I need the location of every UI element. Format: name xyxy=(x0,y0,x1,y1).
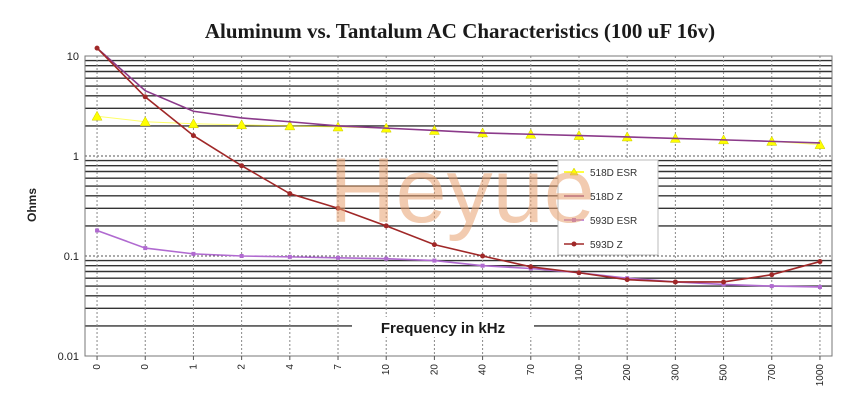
x-tick-label: 700 xyxy=(767,364,778,381)
data-point xyxy=(721,279,727,285)
data-point xyxy=(528,264,534,270)
legend: 518D ESR 518D Z 593D ESR 593D Z xyxy=(557,159,659,256)
data-point xyxy=(287,191,293,197)
x-tick-label: 4 xyxy=(285,364,296,370)
x-tick-label: 500 xyxy=(719,364,730,381)
data-point xyxy=(143,246,148,251)
y-tick-label: 0.1 xyxy=(64,251,79,263)
y-tick-label: 0.01 xyxy=(58,351,79,363)
y-axis: 10 1 0.1 0.01 xyxy=(58,51,79,363)
data-point xyxy=(480,253,486,259)
plot-area xyxy=(84,55,833,357)
legend-swatch-marker xyxy=(572,218,576,222)
data-point xyxy=(188,118,199,129)
series-line xyxy=(96,47,820,144)
data-point xyxy=(95,228,100,233)
x-axis-label-group: Frequency in kHz xyxy=(352,317,534,337)
legend-entry-label: 593D ESR xyxy=(590,216,637,227)
series-3 xyxy=(94,45,823,285)
chart-title: Aluminum vs. Tantalum AC Characteristics… xyxy=(205,19,715,43)
x-tick-label: 100 xyxy=(574,364,585,381)
legend-entry-label: 593D Z xyxy=(590,240,623,251)
x-tick-label: 1000 xyxy=(815,364,826,387)
y-tick-label: 1 xyxy=(73,151,79,163)
data-point xyxy=(284,120,296,131)
data-point xyxy=(191,251,196,256)
data-point xyxy=(384,256,389,261)
x-tick-label: 200 xyxy=(622,364,633,381)
y-axis-label: Ohms xyxy=(25,188,39,222)
data-point xyxy=(335,205,341,211)
legend-swatch-marker xyxy=(571,241,577,247)
data-point xyxy=(236,119,248,130)
data-point xyxy=(817,259,823,265)
data-point xyxy=(91,110,103,121)
data-point xyxy=(814,139,826,149)
data-point xyxy=(576,270,582,276)
data-point xyxy=(336,255,341,260)
x-tick-label: 40 xyxy=(478,364,489,376)
data-point xyxy=(239,254,244,258)
data-point xyxy=(431,242,437,248)
data-point xyxy=(383,223,389,229)
x-tick-label: 2 xyxy=(237,364,248,370)
data-point xyxy=(624,277,630,283)
data-point xyxy=(769,272,775,278)
data-point xyxy=(817,284,822,289)
series-line xyxy=(96,229,820,288)
data-point xyxy=(287,254,292,259)
data-point xyxy=(769,284,774,289)
legend-entry-label: 518D ESR xyxy=(590,168,637,179)
x-tick-label: 20 xyxy=(429,364,440,376)
data-point xyxy=(480,263,485,268)
x-tick-label: 0 xyxy=(140,364,151,370)
legend-entry-label: 518D Z xyxy=(590,192,623,203)
x-tick-label: 300 xyxy=(670,364,681,381)
x-tick-label: 1 xyxy=(188,364,199,370)
x-axis-label-background xyxy=(352,317,534,337)
data-point xyxy=(94,45,100,51)
series-line xyxy=(96,47,821,283)
data-point xyxy=(190,133,196,139)
data-point xyxy=(432,258,437,263)
data-point xyxy=(672,279,678,285)
data-point xyxy=(239,163,245,169)
data-point xyxy=(142,94,148,100)
data-point xyxy=(139,116,151,127)
legend-swatch-marker xyxy=(569,167,579,176)
series-1 xyxy=(96,47,820,144)
series xyxy=(91,45,826,289)
legend-box xyxy=(557,159,659,256)
x-tick-label: 7 xyxy=(333,364,344,370)
x-axis-label: Frequency in kHz xyxy=(381,320,505,337)
x-axis: 0 0 1 2 4 7 10 20 40 70 100 200 300 500 700 1000 xyxy=(92,356,826,386)
x-tick-label: 70 xyxy=(526,364,537,376)
y-tick-label: 10 xyxy=(67,51,79,63)
x-tick-label: 10 xyxy=(381,364,392,376)
watermark: Heyue xyxy=(329,140,595,242)
x-tick-label: 0 xyxy=(92,364,103,370)
